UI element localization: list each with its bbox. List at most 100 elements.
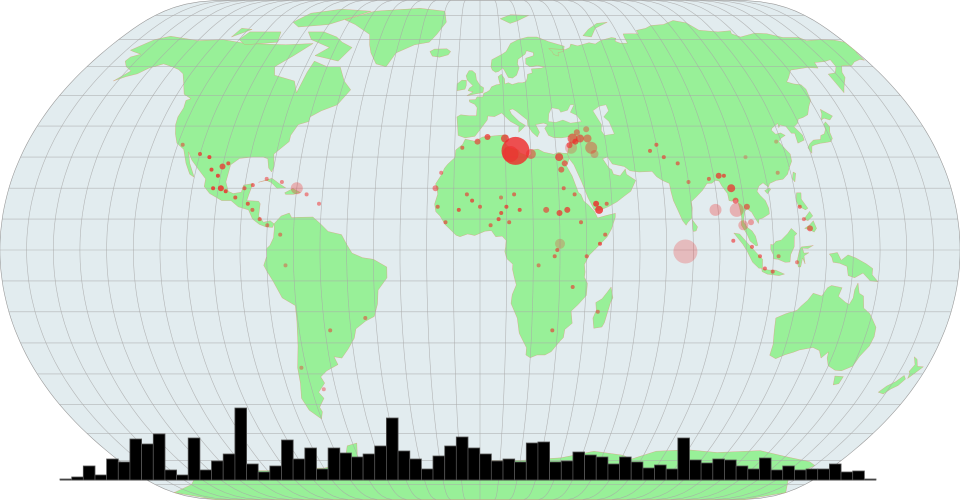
landmass-new-guinea [828,252,879,283]
event-marker [555,248,560,252]
event-marker [209,167,214,172]
histogram-bar [607,463,621,481]
event-marker [552,254,557,259]
event-marker [456,207,461,212]
event-marker [304,192,309,197]
histogram-bar [502,458,516,481]
event-marker [488,223,493,228]
event-marker [738,220,749,231]
histogram-bar [840,471,854,481]
landmass-baffin [307,31,353,62]
landmass-south-america [263,212,388,420]
histogram-bar [234,407,247,481]
event-marker [242,186,247,191]
landmass-madagascar [592,286,614,329]
histogram-bar [292,458,306,481]
event-marker [604,201,609,206]
histogram-bar [560,460,574,481]
event-marker [215,173,220,178]
event-marker [180,142,185,147]
histogram-bar [409,458,422,481]
event-marker [250,207,255,212]
histogram-bar [420,468,434,481]
event-marker [648,148,652,153]
landmass-novaya-zemlya [582,21,608,38]
landmass-great-britain [465,70,484,96]
landmass-iceland [429,48,452,58]
event-marker [317,201,321,206]
event-marker [775,170,780,175]
histogram-bar [117,461,131,481]
event-marker [770,269,775,274]
histogram-bar [630,461,644,481]
event-marker [474,138,481,145]
histogram-bar [619,456,632,481]
histogram-bar [805,468,819,481]
event-marker [709,203,722,216]
event-marker [550,328,555,333]
event-marker [732,197,739,204]
histogram-bar [257,471,271,481]
event-marker [278,232,283,237]
landmass-borneo [770,228,798,263]
histogram-bar [71,476,84,481]
event-marker [595,205,604,214]
event-marker [470,198,475,203]
histogram-bar [770,469,784,481]
event-marker [439,170,444,175]
histogram-bar [852,470,865,481]
event-marker [499,211,504,215]
land-layer [113,8,925,500]
histogram-bar [339,452,352,481]
event-marker [715,172,722,179]
histogram-bar [759,457,772,481]
histogram-bar [187,437,201,481]
histogram-bar [747,468,760,481]
event-marker [512,192,517,197]
landmass-tasmania [832,375,844,386]
event-marker [762,266,767,271]
event-marker [555,153,564,162]
event-marker [564,206,571,213]
event-marker [750,244,754,249]
histogram-bar [455,436,469,481]
event-marker [363,316,368,320]
histogram-bar [316,468,329,481]
event-marker [593,200,600,207]
black-sea [548,104,582,124]
event-marker [543,206,550,213]
histogram-bar [432,455,446,481]
histogram-bar [700,462,714,481]
histogram-bar [94,474,108,481]
event-marker [484,134,491,140]
event-marker [801,217,806,222]
event-marker [217,185,224,192]
event-marker [573,129,580,136]
histogram-bar [82,465,96,481]
event-marker [496,217,501,222]
event-marker [572,192,577,197]
event-marker [536,263,541,268]
event-marker [566,142,573,149]
event-marker [603,232,608,237]
event-marker [807,225,813,232]
event-marker [245,201,250,206]
event-marker [198,152,202,156]
event-marker [743,203,750,210]
event-marker [795,260,800,265]
event-marker [499,195,503,200]
histogram-bar [385,417,399,481]
event-marker [432,185,439,192]
event-marker [727,184,736,193]
event-marker [661,155,666,160]
event-marker [211,186,216,191]
event-marker [797,204,802,209]
event-marker [443,220,448,225]
histogram-bar [176,474,189,481]
event-marker [654,142,659,147]
event-marker [219,163,226,170]
histogram-bar [444,445,457,481]
